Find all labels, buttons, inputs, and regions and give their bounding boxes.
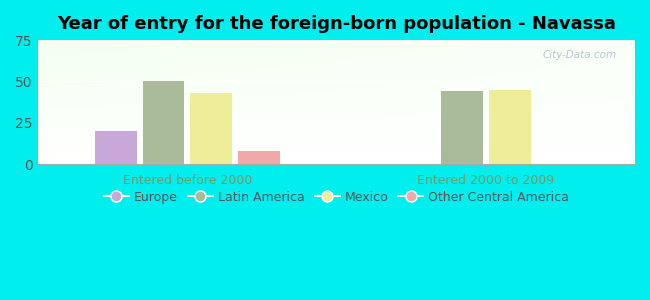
Title: Year of entry for the foreign-born population - Navassa: Year of entry for the foreign-born popul… (57, 15, 616, 33)
Bar (95, 131, 136, 164)
Bar (190, 93, 232, 164)
Bar (142, 82, 185, 164)
Bar (489, 90, 530, 164)
Bar (441, 92, 483, 164)
Text: City-Data.com: City-Data.com (543, 50, 617, 60)
Legend: Europe, Latin America, Mexico, Other Central America: Europe, Latin America, Mexico, Other Cen… (98, 184, 575, 210)
Bar (238, 151, 280, 164)
